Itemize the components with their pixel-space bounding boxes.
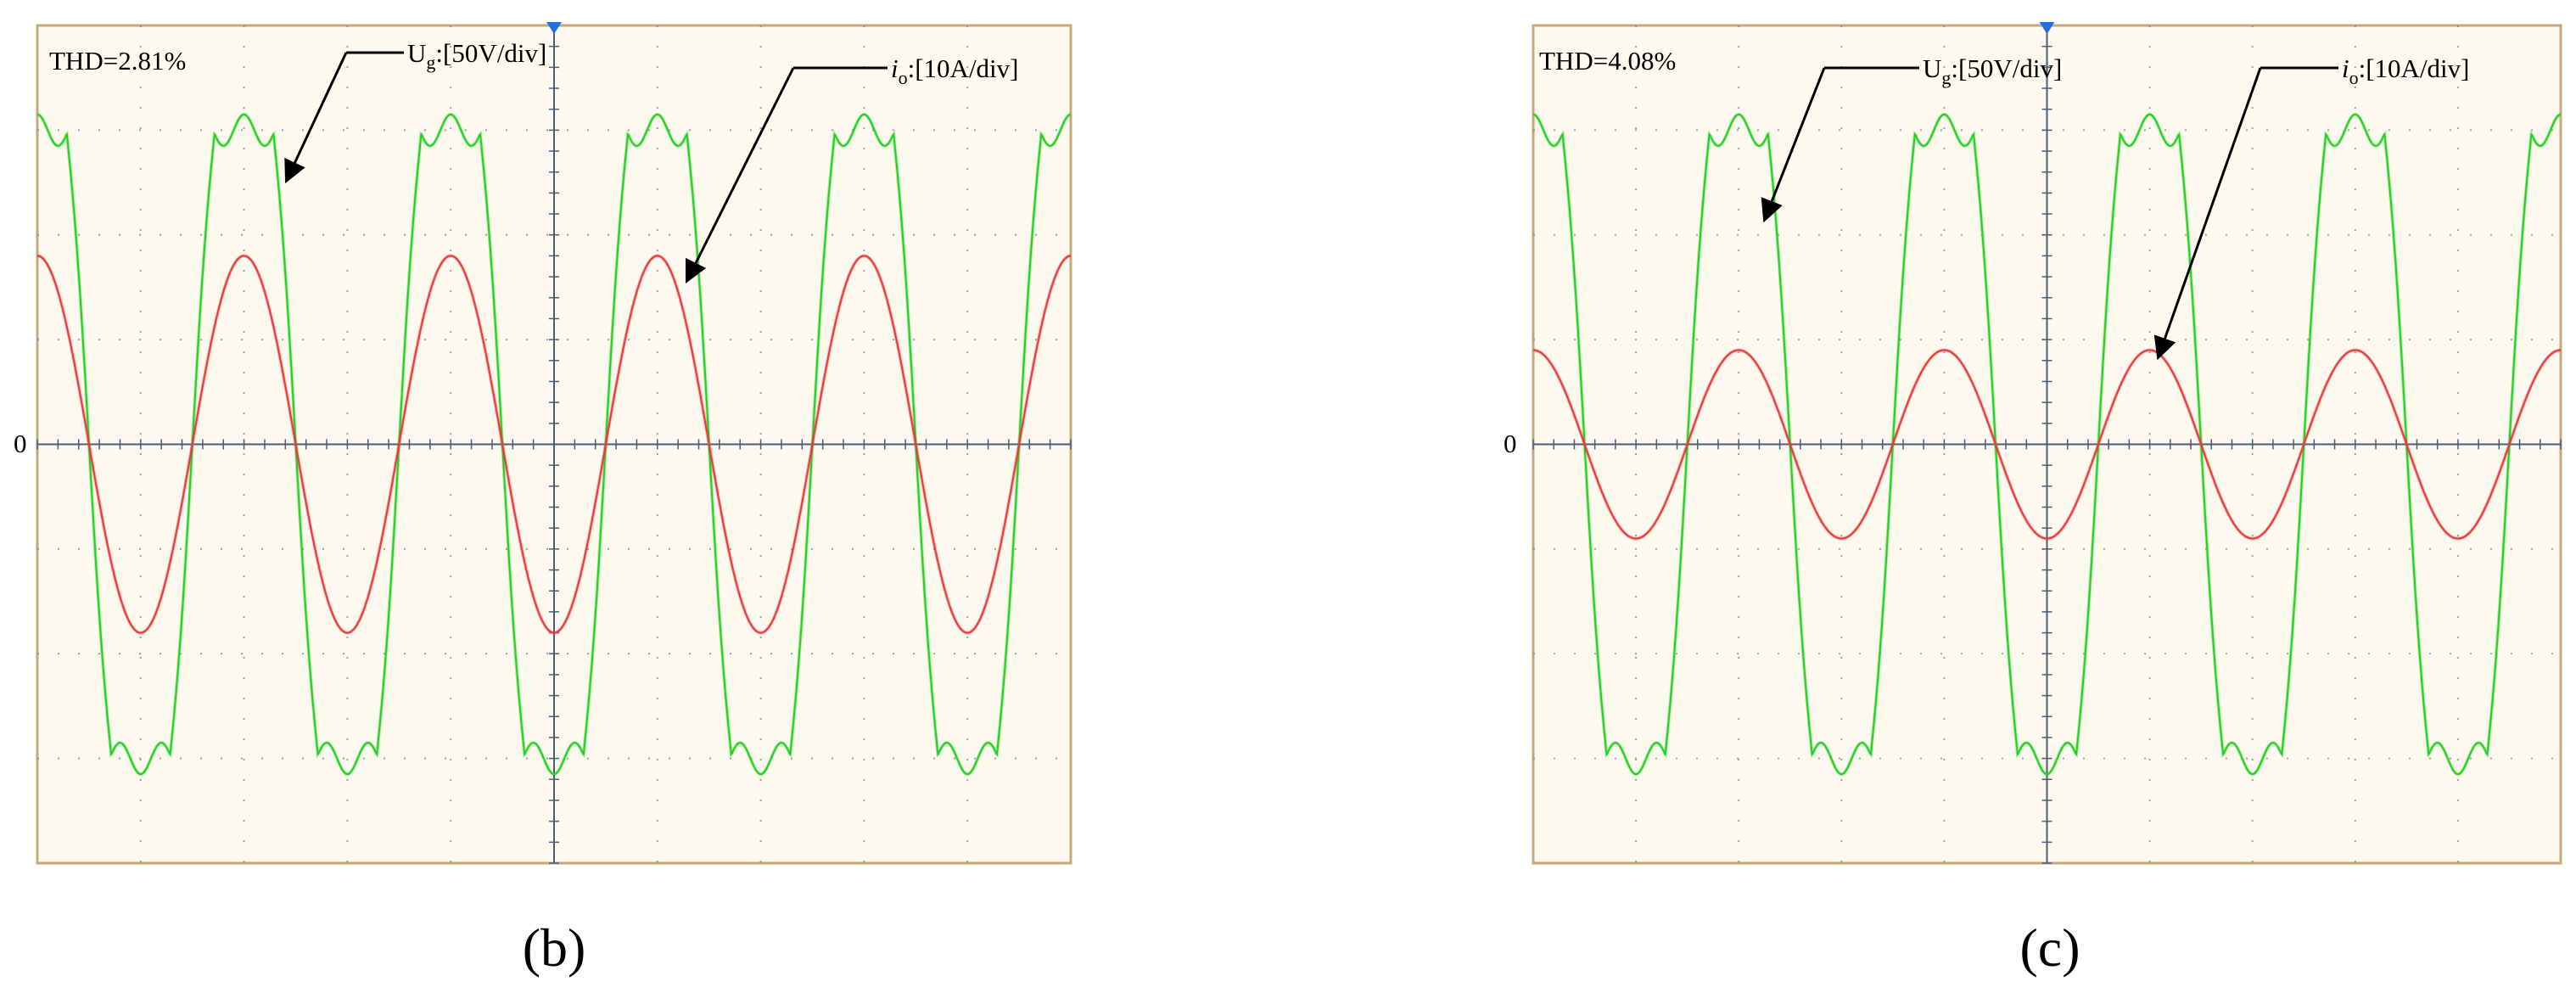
panel-caption: (b) bbox=[523, 917, 586, 978]
io-arrow bbox=[2153, 67, 2262, 361]
traces bbox=[1532, 112, 2562, 777]
io-label: io:[10A/div] bbox=[891, 53, 1019, 88]
ug-trace bbox=[1532, 113, 2562, 776]
io-trace bbox=[1533, 349, 2561, 540]
io-annotation: io:[10A/div] bbox=[2153, 53, 2470, 361]
io-arrow bbox=[685, 67, 795, 284]
zero-label: 0 bbox=[14, 429, 27, 458]
io-trace bbox=[36, 255, 1072, 634]
io-label: io:[10A/div] bbox=[2342, 53, 2470, 88]
scope-panel-c: THD=4.08% 0 Ug:[50V/div] io:[10A/div] (c… bbox=[1504, 22, 2562, 978]
traces bbox=[36, 112, 1072, 777]
ug-label: Ug:[50V/div] bbox=[1923, 53, 2062, 88]
trigger-marker-icon bbox=[2039, 22, 2055, 34]
grid bbox=[1532, 22, 2562, 864]
grid bbox=[36, 22, 1072, 864]
trigger-marker-icon bbox=[546, 22, 562, 34]
io-annotation: io:[10A/div] bbox=[685, 53, 1019, 284]
thd-label: THD=2.81% bbox=[49, 46, 186, 76]
ug-trace bbox=[36, 113, 1072, 776]
thd-label: THD=4.08% bbox=[1539, 46, 1676, 76]
ug-annotation: Ug:[50V/div] bbox=[284, 38, 546, 184]
ug-arrow bbox=[284, 52, 348, 184]
panel-caption: (c) bbox=[2019, 917, 2080, 978]
zero-label: 0 bbox=[1504, 429, 1517, 458]
ug-arrow bbox=[1761, 67, 1826, 223]
scope-panel-b: THD=2.81% 0 Ug:[50V/div] io:[10A/div] (b… bbox=[14, 22, 1072, 978]
ug-annotation: Ug:[50V/div] bbox=[1761, 53, 2062, 223]
ug-label: Ug:[50V/div] bbox=[407, 38, 546, 73]
